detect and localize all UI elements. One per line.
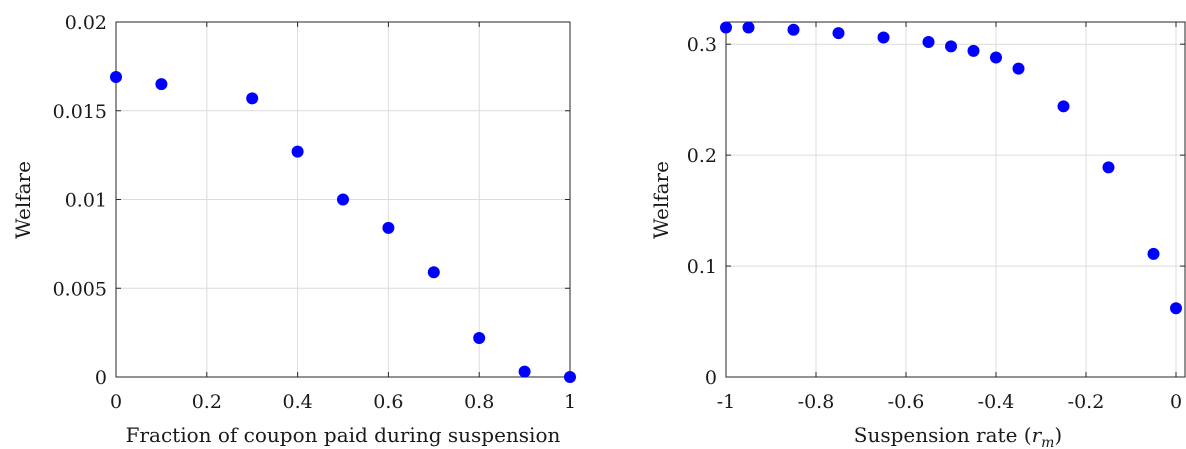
x-tick-label: -0.6	[888, 391, 925, 413]
data-point	[518, 365, 531, 378]
data-point	[720, 21, 732, 34]
x-tick-label: -0.8	[798, 391, 835, 413]
ticks: 0 0.2 0.4 0.6 0.8 1 0 0.005 0.01 0.015 0.02	[53, 12, 576, 413]
x-tick-label: 0	[110, 391, 122, 413]
y-tick-label: 0.01	[65, 190, 107, 212]
x-tick-label: -0.2	[1068, 391, 1105, 413]
data-point	[787, 23, 800, 36]
data-point	[1170, 302, 1182, 315]
ticks: -1 -0.8 -0.6 -0.4 -0.2 0 0 0.1 0.2 0.3	[687, 22, 1185, 413]
x-axis-label-close: )	[1054, 423, 1062, 447]
x-tick-label: -0.4	[978, 391, 1015, 413]
data-point	[1147, 247, 1160, 260]
chart-right: -1 -0.8 -0.6 -0.4 -0.2 0 0 0.1 0.2 0.3 Suspension…	[649, 21, 1186, 449]
y-tick-label: 0.005	[53, 278, 107, 300]
x-tick-label: 0.8	[464, 391, 494, 413]
y-tick-label: 0.015	[53, 101, 107, 123]
x-tick-label: 0.2	[192, 391, 222, 413]
y-axis-label: Welfare	[649, 161, 673, 239]
data-point	[473, 331, 486, 344]
x-axis-label-main: Suspension rate (	[854, 423, 1032, 447]
data-point	[1012, 62, 1025, 75]
y-tick-label: 0	[95, 367, 107, 389]
chart-left: 0 0.2 0.4 0.6 0.8 1 0 0.005 0.01 0.015 0.02 Fracti…	[11, 12, 576, 447]
data-point	[1057, 100, 1070, 113]
data-point	[155, 78, 168, 91]
data-point	[291, 145, 304, 158]
x-tick-label: -1	[717, 391, 736, 413]
x-tick-label: 0.6	[373, 391, 403, 413]
data-point	[564, 371, 576, 383]
data-point	[990, 51, 1002, 64]
data-point	[427, 266, 440, 279]
data-point	[246, 92, 259, 105]
data-point	[110, 71, 122, 84]
data-point	[945, 40, 957, 53]
data-point	[832, 27, 845, 40]
grid-lines	[725, 22, 1185, 378]
y-tick-label: 0.1	[687, 256, 717, 278]
x-axis-label-var: r	[1032, 423, 1043, 447]
y-tick-label: 0.2	[687, 145, 717, 167]
x-tick-label: 0.4	[282, 391, 312, 413]
y-tick-label: 0	[705, 367, 717, 389]
data-points	[110, 71, 576, 383]
y-axis-label: Welfare	[11, 161, 35, 239]
data-point	[967, 44, 980, 57]
data-point	[337, 193, 349, 206]
data-point	[1102, 161, 1115, 174]
x-axis-label: Suspension rate (rm)	[854, 423, 1062, 449]
y-tick-label: 0.3	[687, 34, 717, 56]
data-point	[922, 35, 935, 48]
data-points	[720, 21, 1182, 315]
data-point	[877, 31, 890, 44]
plot-frame	[725, 21, 1186, 378]
x-tick-label: 1	[564, 391, 576, 413]
x-tick-label: 0	[1170, 391, 1182, 413]
x-axis-label-sub: m	[1041, 435, 1054, 449]
y-tick-label: 0.02	[65, 12, 107, 34]
x-axis-label: Fraction of coupon paid during suspensio…	[126, 423, 561, 447]
data-point	[382, 221, 395, 234]
data-point	[742, 21, 755, 34]
